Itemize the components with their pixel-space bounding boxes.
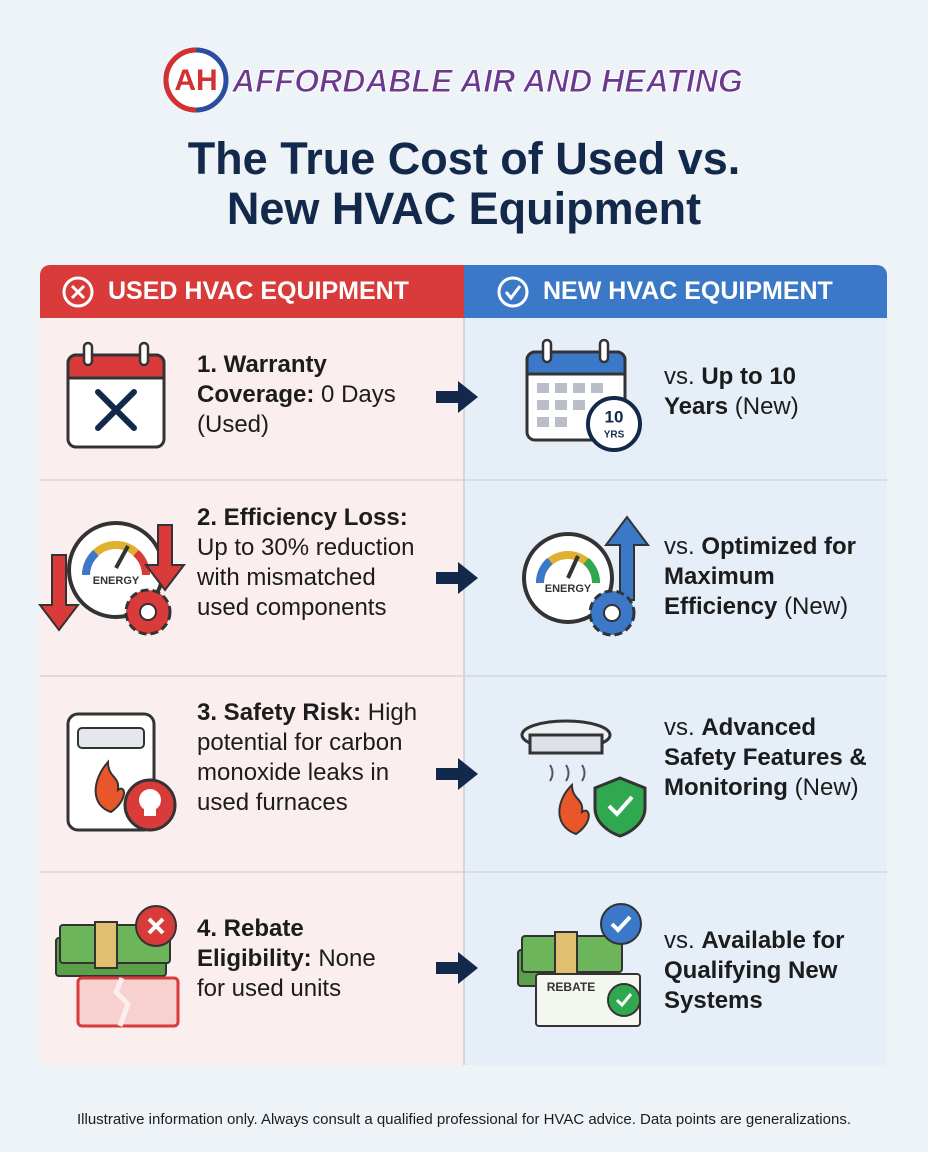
- check-icon: [497, 276, 529, 308]
- used-text: 4. Rebate Eligibility: None for used uni…: [197, 914, 407, 1004]
- row-dividers: [40, 479, 887, 873]
- new-label: Up to 10 Years: [664, 363, 797, 420]
- footer: Illustrative information only. Always co…: [76, 1111, 851, 1128]
- check-icon: [504, 285, 522, 301]
- vs: vs.: [664, 927, 695, 954]
- used-detail: High potential for carbon monoxide leaks…: [197, 699, 418, 816]
- used-detail: 0 Days (Used): [197, 381, 396, 438]
- rebate-icon: [517, 903, 642, 1027]
- used-label: 4. Rebate Eligibility:: [197, 915, 312, 972]
- logo-text: AFFORDABLE AIR AND HEATING: [231, 63, 743, 99]
- icon-label: 10: [605, 407, 624, 426]
- new-text: vs. Optimized for Maximum Efficiency (Ne…: [664, 532, 879, 622]
- logo-ring-red: [163, 47, 197, 113]
- used-text: 2. Efficiency Loss: Up to 30% reduction …: [197, 503, 432, 623]
- efficiency-loss-icon: [37, 521, 187, 636]
- icon-label: YRS: [604, 430, 625, 441]
- arrows: [436, 381, 478, 984]
- new-text: vs. Up to 10 Years (New): [664, 362, 864, 422]
- x-icon: [70, 284, 86, 300]
- vs: vs.: [664, 533, 695, 560]
- x-icon: [62, 276, 94, 308]
- used-text: 3. Safety Risk: High potential for carbo…: [197, 698, 432, 818]
- new-header-bg: [464, 265, 887, 318]
- title: The True Cost of Used vs.: [187, 133, 741, 184]
- new-label: Optimized for Maximum Efficiency: [664, 533, 857, 620]
- logo-mark: AH: [174, 64, 217, 97]
- new-label: Available for Qualifying New Systems: [664, 927, 845, 1014]
- calendar-10-icon: [525, 338, 642, 452]
- calendar-x-icon: [66, 341, 166, 449]
- new-suffix: (New): [734, 393, 799, 420]
- no-rebate-icon: [55, 905, 180, 1028]
- efficiency-max-icon: [522, 515, 650, 637]
- icon-label: ENERGY: [93, 575, 140, 587]
- used-label: 3. Safety Risk:: [197, 699, 362, 726]
- used-detail: Up to 30% reduction with mismatched used…: [197, 534, 415, 621]
- icon-label: ENERGY: [545, 583, 592, 595]
- used-label: 1. Warranty Coverage:: [197, 351, 327, 408]
- column-header: USED HVAC EQUIPMENT: [108, 277, 409, 305]
- title: New HVAC Equipment: [226, 183, 702, 234]
- used-detail: None for used units: [197, 945, 376, 1002]
- new-label: Advanced Safety Features & Monitoring: [664, 714, 867, 801]
- used-header-bg: [40, 265, 464, 318]
- new-suffix: (New): [784, 593, 849, 620]
- new-text: vs. Available for Qualifying New Systems: [664, 926, 879, 1016]
- new-text: vs. Advanced Safety Features & Monitorin…: [664, 713, 879, 803]
- used-label: 2. Efficiency Loss:: [197, 504, 408, 531]
- icon-label: REBATE: [547, 980, 595, 994]
- used-text: 1. Warranty Coverage: 0 Days (Used): [197, 350, 432, 440]
- furnace-risk-icon: [66, 712, 177, 832]
- new-suffix: (New): [794, 774, 859, 801]
- column-header: NEW HVAC EQUIPMENT: [543, 277, 833, 305]
- vs: vs.: [664, 714, 695, 741]
- vs: vs.: [664, 363, 695, 390]
- safety-detector-icon: [520, 719, 647, 838]
